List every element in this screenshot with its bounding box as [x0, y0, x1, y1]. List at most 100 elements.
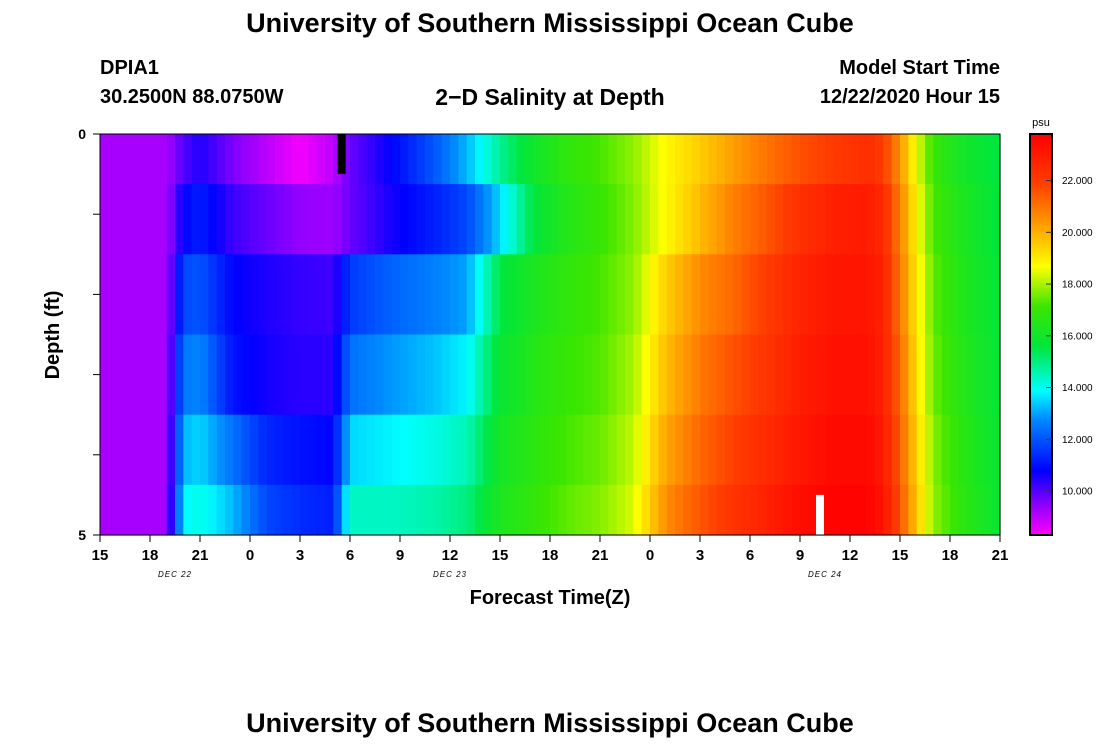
- heatmap-cell: [800, 254, 809, 336]
- heatmap-cell: [316, 254, 326, 336]
- heatmap-cell: [641, 184, 651, 255]
- colorbar-tick-label: 16.000: [1062, 331, 1093, 342]
- heatmap-cell: [516, 484, 526, 536]
- heatmap-cell: [408, 484, 418, 536]
- x-tick-label: 18: [542, 547, 559, 564]
- heatmap-cell: [383, 254, 393, 336]
- heatmap-cell: [941, 254, 951, 336]
- heatmap-cell: [108, 184, 118, 255]
- heatmap-cell: [808, 254, 818, 336]
- heatmap-cell: [466, 414, 476, 486]
- heatmap-cell: [708, 254, 718, 336]
- heatmap-cell: [341, 254, 351, 336]
- heatmap-cell: [158, 134, 168, 185]
- heatmap-cell: [533, 134, 543, 185]
- heatmap-cell: [383, 484, 393, 536]
- heatmap-cell: [891, 334, 901, 416]
- heatmap-cell: [566, 184, 576, 255]
- heatmap-cell: [191, 254, 201, 336]
- heatmap-cell: [133, 184, 143, 255]
- heatmap-cell: [383, 414, 393, 486]
- heatmap-cell: [850, 334, 859, 416]
- heatmap-cell: [533, 254, 543, 336]
- heatmap-cell: [758, 184, 768, 255]
- heatmap-cell: [825, 254, 834, 336]
- heatmap-cell: [150, 254, 159, 336]
- heatmap-cell: [483, 334, 493, 416]
- heatmap-cell: [458, 184, 468, 255]
- heatmap-cell: [208, 334, 218, 416]
- heatmap-cell: [850, 484, 859, 536]
- x-tick-label: 6: [346, 547, 354, 564]
- heatmap-cell: [350, 254, 359, 336]
- x-tick-label: 15: [492, 547, 509, 564]
- heatmap-cell: [591, 254, 601, 336]
- heatmap-cell: [508, 414, 518, 486]
- heatmap-cell: [475, 414, 484, 486]
- heatmap-cell: [591, 334, 601, 416]
- heatmap-cell: [775, 414, 784, 486]
- heatmap-cell: [225, 414, 234, 486]
- heatmap-cell: [725, 484, 734, 536]
- heatmap-cell: [858, 334, 868, 416]
- heatmap-cell: [750, 334, 759, 416]
- heatmap-cell: [608, 414, 618, 486]
- heatmap-cell: [808, 184, 818, 255]
- heatmap-cell: [150, 134, 159, 185]
- heatmap-cell: [425, 254, 434, 336]
- heatmap-cell: [816, 254, 826, 336]
- heatmap-cell: [458, 484, 468, 536]
- x-tick-label: 12: [442, 547, 459, 564]
- y-axis: 05: [78, 126, 100, 543]
- heatmap-cell: [758, 134, 768, 185]
- heatmap-cell: [608, 334, 618, 416]
- x-axis-label: Forecast Time(Z): [470, 587, 631, 609]
- heatmap-cell: [966, 134, 976, 185]
- heatmap-cell: [625, 254, 634, 336]
- heatmap-cell: [658, 334, 668, 416]
- heatmap-cell: [816, 184, 826, 255]
- heatmap-cell: [875, 484, 884, 536]
- heatmap-cell: [500, 334, 509, 416]
- heatmap-cell: [791, 184, 801, 255]
- heatmap-cell: [916, 334, 926, 416]
- heatmap-cell: [575, 414, 584, 486]
- heatmap-cell: [375, 134, 384, 185]
- heatmap-cell: [508, 184, 518, 255]
- heatmap-cell: [125, 484, 134, 536]
- heatmap-cell: [233, 254, 243, 336]
- heatmap-cell: [775, 484, 784, 536]
- heatmap-cell: [966, 334, 976, 416]
- heatmap-cell: [991, 134, 1001, 185]
- heatmap-cell: [575, 254, 584, 336]
- heatmap-cell: [158, 254, 168, 336]
- heatmap-cell: [758, 254, 768, 336]
- heatmap-cell: [316, 484, 326, 536]
- heatmap-cell: [116, 134, 126, 185]
- heatmap-cell: [858, 484, 868, 536]
- heatmap-cell: [666, 334, 676, 416]
- heatmap-cell: [625, 334, 634, 416]
- heatmap-cell: [475, 184, 484, 255]
- heatmap-cell: [366, 484, 376, 536]
- heatmap-cell: [991, 254, 1001, 336]
- colorbar-tick-label: 22.000: [1062, 176, 1093, 187]
- heatmap-cell: [266, 134, 276, 185]
- heatmap-cell: [916, 254, 926, 336]
- heatmap-cell: [866, 414, 876, 486]
- heatmap-cell: [183, 334, 193, 416]
- x-tick-label: 0: [646, 547, 654, 564]
- heatmap-cell: [558, 484, 568, 536]
- heatmap-cell: [233, 134, 243, 185]
- heatmap-cell: [941, 484, 951, 536]
- heatmap-cell: [333, 184, 343, 255]
- heatmap-cell: [950, 484, 959, 536]
- heatmap-cell: [916, 414, 926, 486]
- heatmap-cell: [166, 414, 176, 486]
- heatmap-cell: [800, 134, 809, 185]
- heatmap-cell: [808, 334, 818, 416]
- heatmap-cell: [808, 414, 818, 486]
- heatmap-cell: [583, 134, 593, 185]
- heatmap-cell: [775, 254, 784, 336]
- heatmap-cell: [841, 414, 851, 486]
